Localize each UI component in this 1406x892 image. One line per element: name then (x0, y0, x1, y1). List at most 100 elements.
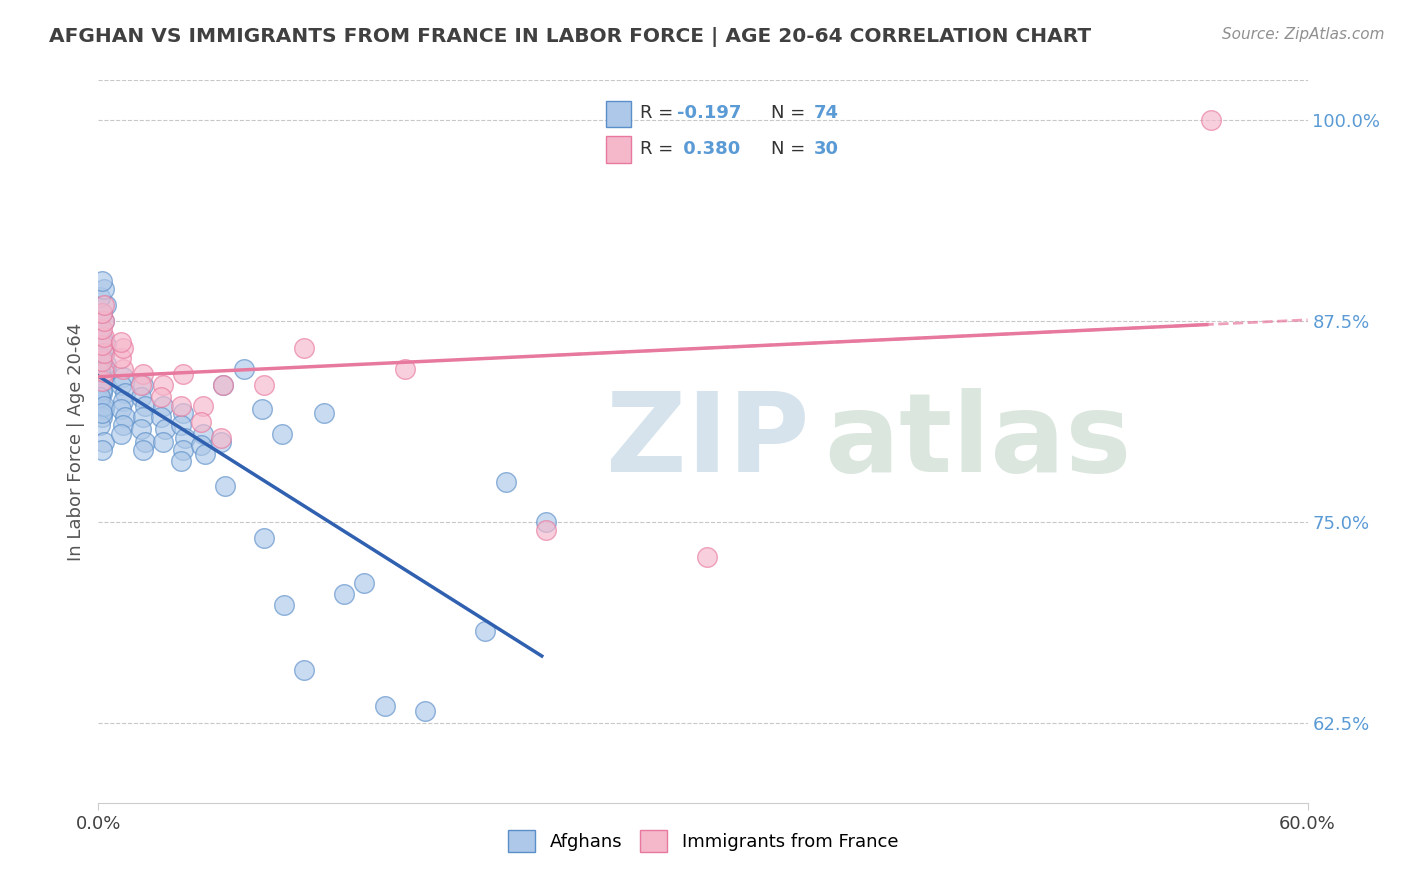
Point (93, 370, 115, 384)
Text: AFGHAN VS IMMIGRANTS FROM FRANCE IN LABOR FORCE | AGE 20-64 CORRELATION CHART: AFGHAN VS IMMIGRANTS FROM FRANCE IN LABO… (49, 27, 1091, 46)
Text: ZIP: ZIP (606, 388, 810, 495)
Point (212, 378, 235, 392)
Point (93, 298, 115, 312)
Point (534, 523, 557, 537)
Point (152, 378, 174, 392)
Point (96, 362, 118, 376)
Point (89, 378, 111, 392)
Text: Source: ZipAtlas.com: Source: ZipAtlas.com (1222, 27, 1385, 42)
Point (110, 351, 132, 365)
Point (190, 438, 212, 452)
Point (91, 351, 114, 365)
Point (132, 367, 155, 381)
Point (114, 386, 136, 401)
Point (172, 442, 194, 457)
Point (474, 624, 496, 638)
Point (93, 346, 115, 360)
Point (232, 362, 254, 376)
Point (111, 362, 134, 376)
Text: atlas: atlas (824, 388, 1132, 495)
Point (89, 354, 111, 368)
Point (172, 367, 194, 381)
Point (93, 282, 115, 296)
Point (134, 399, 156, 413)
Point (152, 434, 174, 449)
Point (110, 334, 132, 349)
Point (91, 306, 114, 320)
Point (149, 410, 172, 425)
Point (89, 290, 111, 304)
Point (174, 431, 197, 445)
Point (93, 402, 115, 417)
Point (170, 454, 193, 468)
Point (91, 442, 114, 457)
Point (96, 358, 118, 372)
Point (89, 418, 111, 433)
Point (495, 475, 517, 489)
Point (96, 298, 118, 312)
Point (110, 402, 132, 417)
Point (93, 366, 115, 380)
Point (194, 447, 217, 461)
Point (91, 410, 114, 425)
Point (292, 342, 315, 356)
Point (170, 418, 193, 433)
Point (153, 422, 176, 436)
Point (314, 406, 336, 420)
Point (333, 587, 356, 601)
Point (93, 434, 115, 449)
Point (91, 306, 114, 320)
Point (170, 399, 193, 413)
Point (134, 434, 156, 449)
Point (534, 515, 557, 529)
Point (193, 426, 215, 441)
Point (374, 699, 396, 714)
Point (129, 422, 152, 436)
Point (110, 426, 132, 441)
Point (91, 386, 114, 401)
Point (93, 374, 115, 388)
Point (91, 338, 114, 352)
Point (292, 663, 315, 677)
Point (91, 330, 114, 344)
Point (132, 442, 155, 457)
Point (93, 346, 115, 360)
Point (91, 406, 114, 420)
Point (111, 394, 134, 409)
Point (111, 370, 134, 384)
Point (91, 383, 114, 397)
Legend: Afghans, Immigrants from France: Afghans, Immigrants from France (501, 822, 905, 859)
Point (209, 434, 232, 449)
Point (129, 378, 152, 392)
Point (413, 704, 436, 718)
Point (172, 406, 194, 420)
Point (190, 415, 212, 429)
Point (129, 390, 152, 404)
Point (91, 274, 114, 288)
Point (132, 410, 155, 425)
Point (93, 330, 115, 344)
Point (253, 531, 276, 545)
Point (132, 378, 155, 392)
Point (149, 390, 172, 404)
Point (89, 390, 111, 404)
Point (212, 378, 235, 392)
Point (110, 378, 132, 392)
Point (89, 366, 111, 380)
Point (209, 431, 232, 445)
Point (1199, 113, 1222, 128)
Point (89, 394, 111, 409)
Point (273, 599, 295, 613)
Point (253, 378, 276, 392)
Point (96, 338, 118, 352)
Point (89, 322, 111, 336)
Point (250, 402, 273, 417)
Point (394, 362, 416, 376)
Point (91, 322, 114, 336)
Point (111, 418, 134, 433)
Y-axis label: In Labor Force | Age 20-64: In Labor Force | Age 20-64 (66, 322, 84, 561)
Point (696, 550, 718, 565)
Point (152, 399, 174, 413)
Point (270, 426, 292, 441)
Point (214, 479, 236, 493)
